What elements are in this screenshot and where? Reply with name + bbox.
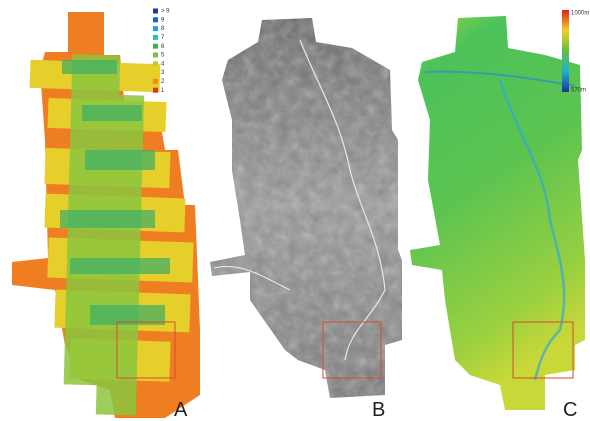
panel-c-dem (410, 10, 585, 410)
legend-swatch (153, 79, 158, 84)
legend-swatch (153, 9, 158, 14)
legend-swatch (153, 35, 158, 40)
legend-label: 3 (161, 70, 165, 76)
colorbar (562, 10, 569, 92)
legend-label: 9 (161, 17, 165, 23)
panel-b-image (210, 18, 402, 398)
figure: > 9 9 8 7 6 5 4 3 2 1 A B 1000m 570m C (0, 0, 590, 421)
legend-label: > 9 (161, 9, 170, 15)
legend-swatch (153, 44, 158, 49)
legend-label: 4 (161, 61, 165, 67)
legend-swatch (153, 61, 158, 66)
legend-swatch (153, 70, 158, 75)
panel-label: A (174, 399, 188, 421)
legend-label: 5 (161, 53, 165, 59)
panel-label: B (372, 399, 385, 421)
panel-a-map (12, 12, 200, 418)
colorbar-max: 1000m (571, 11, 589, 17)
legend-swatch (153, 53, 158, 58)
legend-label: 8 (161, 26, 165, 32)
legend-swatch (153, 26, 158, 31)
page: {"panels": [ {"label": "A", "legend": [ … (0, 0, 590, 421)
legend-swatch (153, 88, 158, 93)
colorbar-min: 570m (571, 88, 586, 94)
legend-label: 6 (161, 44, 165, 50)
legend-label: 7 (161, 35, 165, 41)
legend-label: 1 (161, 88, 165, 94)
legend: > 9 9 8 7 6 5 4 3 2 1 (153, 9, 170, 94)
legend-label: 2 (161, 79, 165, 85)
panel-label: C (563, 399, 577, 421)
legend-swatch (153, 17, 158, 22)
